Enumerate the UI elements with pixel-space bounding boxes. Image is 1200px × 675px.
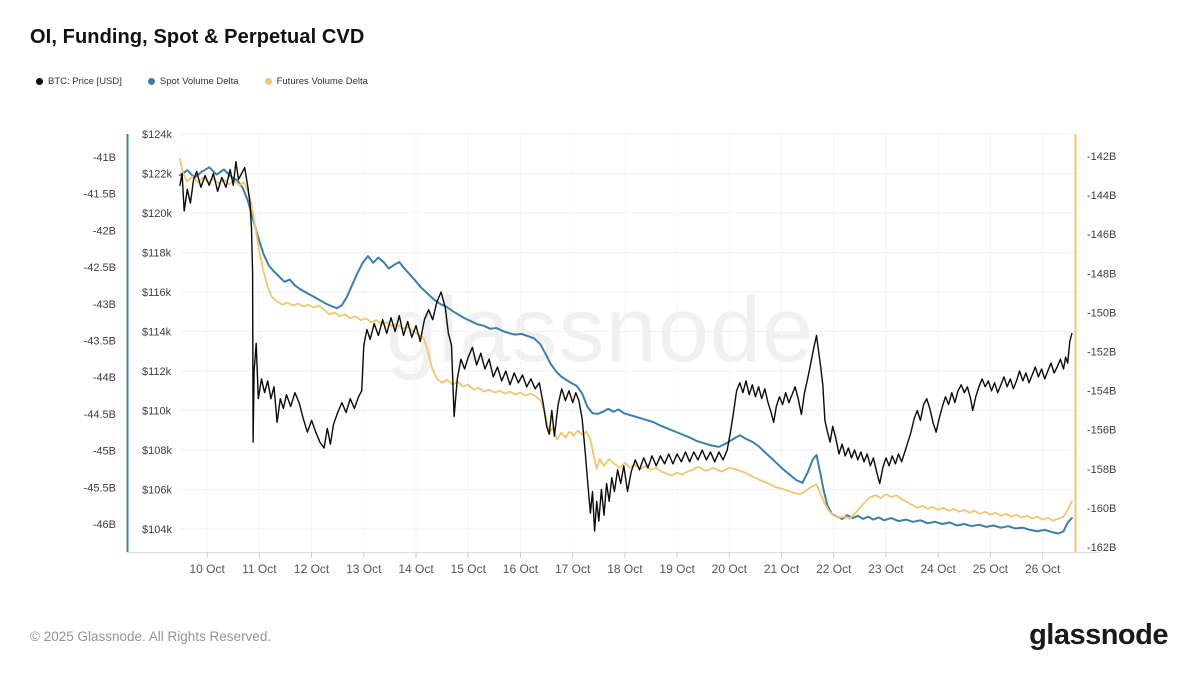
spot-axis-label: -42B [93,225,116,237]
date-label: 15 Oct [451,562,487,576]
futures-axis-label: -144B [1087,190,1116,202]
legend-dot-icon [36,78,43,85]
price-axis-label: $108k [142,445,172,457]
series-line-futures-volume-delta [179,158,1073,522]
price-axis-label: $116k [142,287,172,299]
date-label: 19 Oct [659,562,695,576]
date-label: 26 Oct [1025,562,1061,576]
spot-axis-label: -42.5B [84,262,116,274]
date-label: 14 Oct [398,562,434,576]
futures-axis-label: -146B [1087,229,1116,241]
legend-item-btc-price-usd[interactable]: BTC: Price [USD] [36,76,122,87]
spot-axis-label: -44.5B [84,409,116,421]
date-label: 12 Oct [294,562,330,576]
futures-axis-label: -154B [1087,386,1116,398]
copyright-text: © 2025 Glassnode. All Rights Reserved. [30,629,272,644]
legend-label: Futures Volume Delta [276,76,368,87]
chart-canvas[interactable]: 10 Oct 11 Oct 12 Oct 13 Oct 14 Oct 15 Oct 16 O… [0,0,1200,600]
date-label: 23 Oct [868,562,904,576]
date-label: 11 Oct [242,562,277,576]
futures-axis-label: -152B [1087,347,1116,359]
series-line-btc-price-usd [179,161,1073,532]
page-title: OI, Funding, Spot & Perpetual CVD [30,26,365,48]
legend-dot-icon [264,78,272,85]
spot-axis-label: -41.5B [84,189,116,201]
legend-item-futures-volume-delta[interactable]: Futures Volume Delta [264,76,368,87]
futures-axis-label: -162B [1087,542,1116,554]
spot-axis-label: -46B [93,519,116,531]
futures-axis-label: -160B [1087,503,1116,515]
spot-axis-label: -45.5B [84,482,116,494]
price-axis-label: $120k [142,208,172,220]
spot-axis-label: -44B [93,372,116,384]
futures-axis-label: -156B [1087,425,1116,437]
spot-axis-label: -41B [93,152,116,164]
date-label: 24 Oct [921,562,957,576]
futures-axis-label: -142B [1087,151,1116,163]
glassnode-watermark: glassnode [385,279,815,381]
spot-axis-label: -45B [93,446,116,458]
date-label: 13 Oct [346,562,382,576]
legend-label: BTC: Price [USD] [48,76,122,87]
price-axis-label: $118k [142,248,172,260]
price-axis-label: $122k [142,169,172,181]
futures-axis-label: -150B [1087,307,1116,319]
price-axis-label: $112k [142,366,172,378]
date-label: 16 Oct [503,562,539,576]
date-label: 10 Oct [189,562,225,576]
glassnode-logo: glassnode [1029,619,1168,651]
spot-axis-label: -43.5B [84,336,116,348]
date-label: 20 Oct [712,562,748,576]
price-axis-label: $104k [142,524,172,536]
price-axis-label: $110k [142,406,172,418]
futures-axis-label: -158B [1087,464,1116,476]
legend-label: Spot Volume Delta [159,76,239,87]
legend-dot-icon [147,78,155,85]
price-axis-label: $106k [142,485,172,497]
date-label: 18 Oct [607,562,643,576]
date-label: 21 Oct [764,562,800,576]
series-line-spot-volume-delta [179,166,1073,535]
date-label: 17 Oct [555,562,591,576]
price-axis-label: $114k [142,327,172,339]
chart-legend: BTC: Price [USD] Spot Volume Delta Futures… [36,76,368,87]
spot-axis-label: -43B [93,299,116,311]
date-label: 25 Oct [973,562,1009,576]
legend-item-spot-volume-delta[interactable]: Spot Volume Delta [147,76,239,87]
date-label: 22 Oct [816,562,852,576]
price-axis-label: $124k [142,129,172,141]
futures-axis-label: -148B [1087,268,1116,280]
